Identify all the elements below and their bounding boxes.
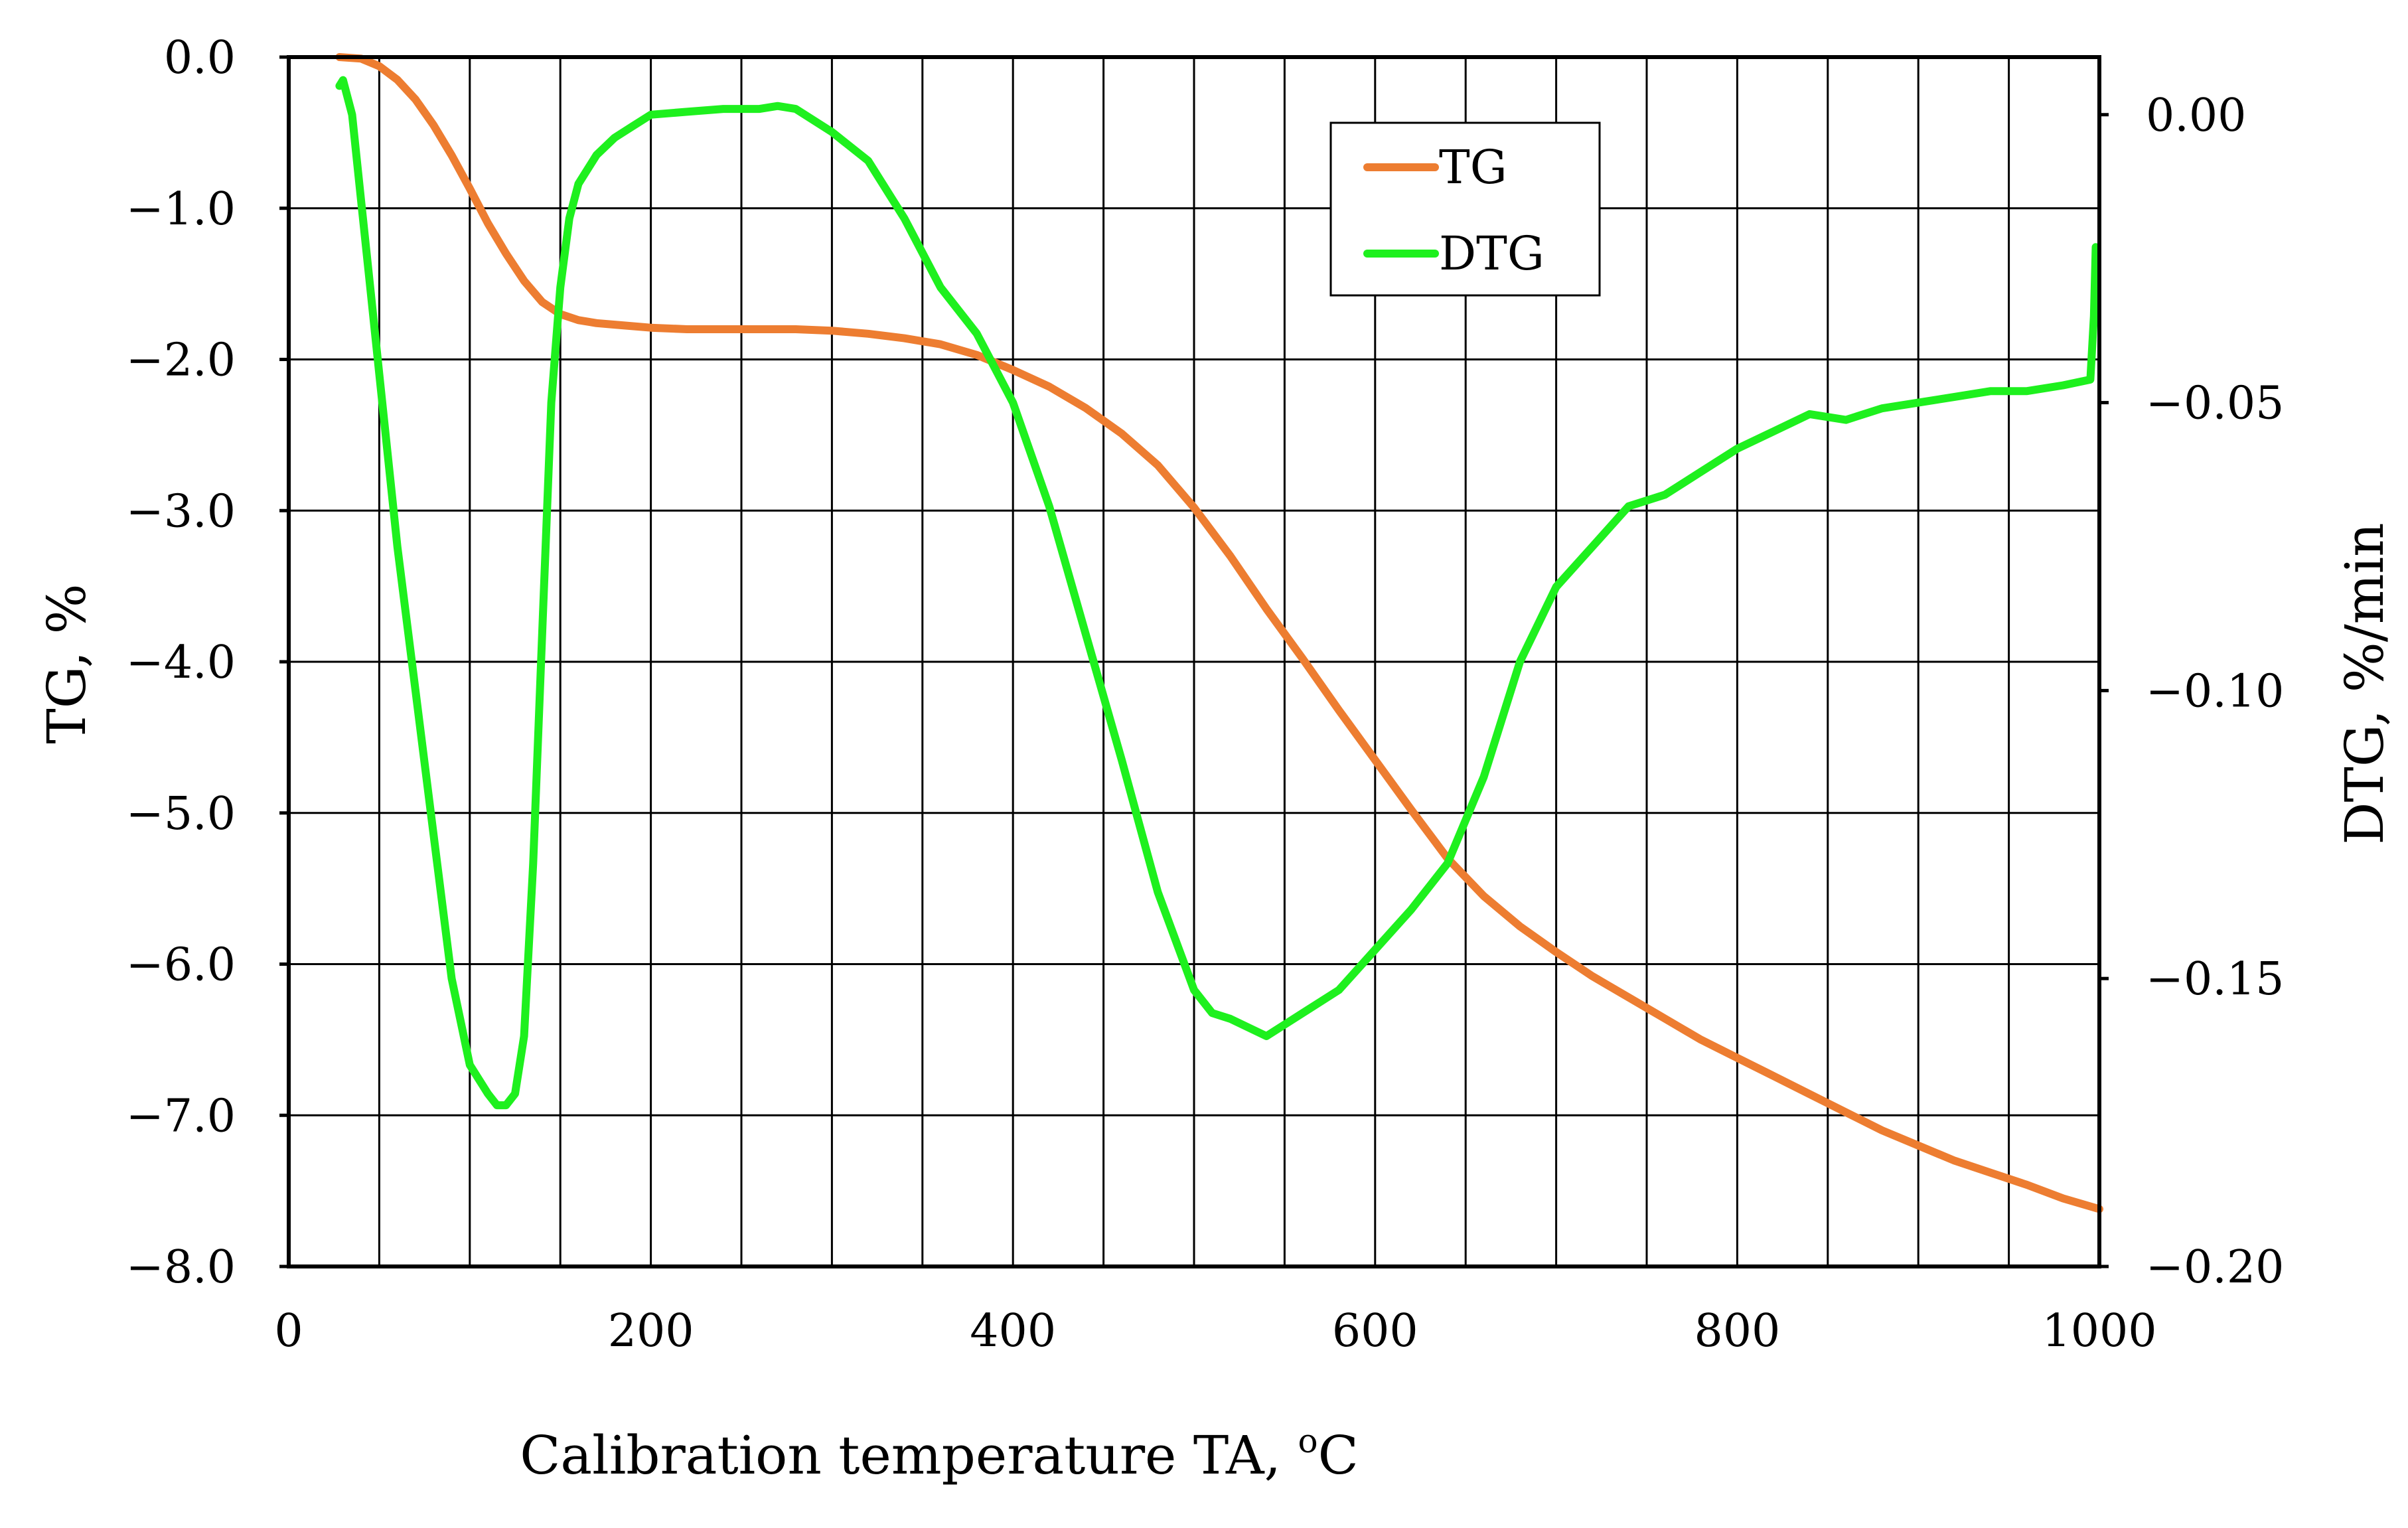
- x-axis-title-unit: C: [1318, 1424, 1359, 1486]
- series-layer: [335, 53, 2103, 1213]
- y2-tick-label: −0.10: [2146, 665, 2284, 718]
- y2-tick-label: −0.20: [2146, 1241, 2284, 1294]
- legend-label-tg: TG: [1439, 140, 1507, 194]
- y-tick-label: −6.0: [126, 939, 236, 992]
- legend: TG DTG: [1329, 121, 1601, 297]
- y-tick-label: −8.0: [126, 1241, 236, 1294]
- y-tick-label: −5.0: [126, 788, 236, 840]
- legend-label-dtg: DTG: [1439, 226, 1544, 281]
- legend-box: [1329, 121, 1601, 297]
- x-tick-label: 200: [608, 1305, 694, 1357]
- y-tick-label: −4.0: [126, 637, 236, 689]
- y2-tick-label: 0.00: [2146, 90, 2246, 142]
- y-axis-title: TG, %: [36, 583, 98, 743]
- y-tick-label: −7.0: [126, 1090, 236, 1142]
- x-tick-label: 0: [274, 1305, 303, 1357]
- tick-marks: [279, 55, 2109, 1268]
- y2-tick-label: −0.15: [2146, 953, 2284, 1006]
- y2-axis-title: DTG, %/min: [2334, 522, 2395, 844]
- y-tick-labels: 0.0 −1.0 −2.0 −3.0 −4.0 −5.0 −6.0 −7.0 −8.0: [126, 32, 236, 1294]
- y-tick-label: −3.0: [126, 485, 236, 538]
- x-tick-label: 800: [1694, 1305, 1781, 1357]
- y-tick-label: −1.0: [126, 183, 236, 236]
- y-tick-label: −2.0: [126, 335, 236, 387]
- y2-tick-label: −0.05: [2146, 378, 2284, 430]
- y2-tick-labels: 0.00 −0.05 −0.10 −0.15 −0.20: [2146, 90, 2284, 1294]
- x-axis-title-unit-superscript: o: [1298, 1422, 1317, 1460]
- x-tick-labels: 0 200 400 600 800 1000: [274, 1305, 2156, 1357]
- x-axis-title: Calibration temperature TA, oC: [520, 1422, 1359, 1486]
- x-axis-title-main: Calibration temperature TA,: [520, 1424, 1298, 1486]
- x-tick-label: 400: [970, 1305, 1056, 1357]
- series-line-tg: [335, 53, 2103, 1213]
- series-line-dtg: [335, 76, 2100, 1110]
- x-tick-label: 600: [1332, 1305, 1418, 1357]
- x-tick-label: 1000: [2042, 1305, 2156, 1357]
- y-tick-label: 0.0: [164, 32, 236, 84]
